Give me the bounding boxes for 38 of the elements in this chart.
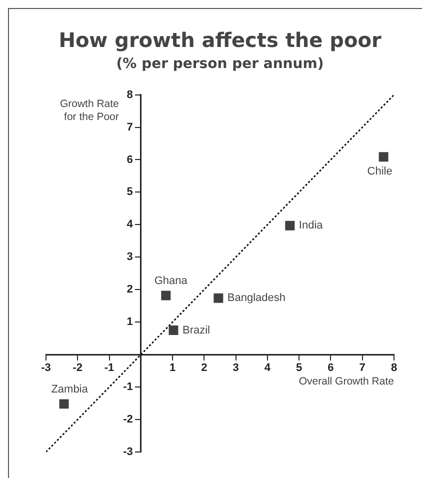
annotation: Chile <box>367 165 392 178</box>
x-tick-label: 6 <box>328 362 334 374</box>
x-tick-label: 8 <box>390 362 398 374</box>
point <box>285 220 295 230</box>
annotation: Ghana <box>154 275 188 288</box>
x-tick-label: 3 <box>232 362 239 374</box>
y-tick-label: 7 <box>126 121 133 134</box>
point <box>59 399 69 409</box>
annotation: India <box>298 220 324 232</box>
y-tick-label: 3 <box>126 251 133 264</box>
x-tick-label: 2 <box>201 362 208 374</box>
y-tick-label: 8 <box>126 88 133 101</box>
x-tick-label: 7 <box>359 362 366 374</box>
x-tick-label: -3 <box>41 362 51 374</box>
y-tick-label: -1 <box>123 381 133 394</box>
x-tick-label: -1 <box>104 362 114 374</box>
point <box>378 152 388 162</box>
chart-subtitle: (% per person per annum) <box>116 56 324 72</box>
y-tick-label: 4 <box>126 218 134 231</box>
y-tick-label: 6 <box>126 154 133 166</box>
x-tick-label: -2 <box>72 362 83 374</box>
point <box>214 293 224 303</box>
y-tick-label: 5 <box>126 186 133 198</box>
x-axis-title: Overall Growth Rate <box>298 376 394 388</box>
x-tick-label: 1 <box>169 362 176 374</box>
annotation: Zambia <box>51 383 89 396</box>
point <box>168 325 178 335</box>
annotation: Brazil <box>182 324 210 336</box>
chart-title: How growth affects the poor <box>58 28 382 52</box>
annotation: Bangladesh <box>227 292 286 304</box>
y-tick-label: 2 <box>126 284 133 296</box>
y-tick-label: -3 <box>123 446 133 458</box>
x-tick-label: 4 <box>264 362 272 374</box>
y-tick-label: -2 <box>123 414 133 426</box>
point <box>161 290 171 300</box>
y-tick-label: 1 <box>126 316 133 328</box>
y-axis-title: Growth Rate for the Poor <box>60 98 120 123</box>
x-tick-label: 5 <box>296 362 302 374</box>
